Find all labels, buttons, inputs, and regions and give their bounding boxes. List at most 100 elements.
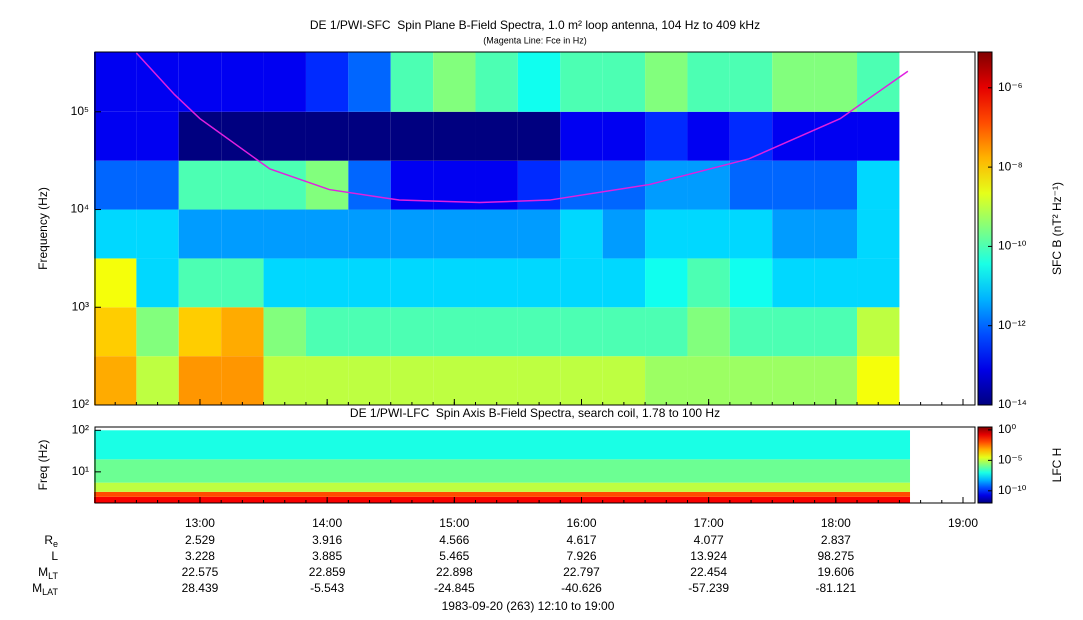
spectrogram-cell <box>857 307 900 357</box>
spectrogram-cell <box>263 356 306 405</box>
spectrogram-cell <box>772 111 815 161</box>
ephemeris-label: MLAT <box>32 581 58 597</box>
spectrogram-cell <box>772 209 815 259</box>
y-tick-label: 10² <box>72 422 89 436</box>
spectrogram-cell <box>687 160 730 210</box>
spectrogram-cell <box>94 491 911 497</box>
colorbar-label: SFC B (nT² Hz⁻¹) <box>1050 182 1064 275</box>
spectrogram-cell <box>772 356 815 405</box>
spectrogram-cell <box>475 356 518 405</box>
spectrogram-cell <box>560 307 603 357</box>
spectrogram-cell <box>94 482 911 492</box>
ephemeris-value: 13.924 <box>690 549 727 563</box>
spectrogram-cell <box>814 356 858 405</box>
spectrogram-cell <box>305 52 349 112</box>
spectrogram-cell <box>263 160 306 210</box>
spectrogram-cell <box>94 430 911 460</box>
panel-subtitle: (Magenta Line: Fce in Hz) <box>483 35 587 45</box>
ephemeris-value: -24.845 <box>434 581 475 595</box>
spectrogram-cell <box>178 111 222 161</box>
ephemeris-value: 5.465 <box>439 549 469 563</box>
spectrogram-cell <box>645 356 688 405</box>
y-tick-label: 10¹ <box>72 464 89 478</box>
ephemeris-label-base: L <box>51 549 58 563</box>
spectrogram-cell <box>94 356 137 405</box>
spectrogram-cell <box>814 258 858 308</box>
spectrogram-cell <box>348 258 391 308</box>
spectrogram-cell <box>857 209 900 259</box>
spectrogram-cell <box>221 111 264 161</box>
spectrogram-cell <box>475 111 518 161</box>
spectrogram-cell <box>560 160 603 210</box>
ephemeris-value: -81.121 <box>815 581 856 595</box>
x-tick-label: 17:00 <box>694 516 724 530</box>
ephemeris-value: 22.797 <box>563 565 600 579</box>
x-tick-label: 19:00 <box>948 516 978 530</box>
spectrogram-cell <box>305 160 349 210</box>
spectrogram-cell <box>390 258 434 308</box>
colorbar <box>977 426 993 504</box>
panel-title: DE 1/PWI-SFC Spin Plane B-Field Spectra,… <box>310 18 760 32</box>
spectrogram-cell <box>390 356 434 405</box>
spectrogram-cell <box>94 160 137 210</box>
spectrogram-cell <box>136 307 179 357</box>
spectrogram-cell <box>602 52 646 112</box>
spectrogram-cell <box>602 209 646 259</box>
spectrogram-cell <box>602 307 646 357</box>
y-tick-label: 10⁴ <box>70 202 89 216</box>
ephemeris-value: 3.228 <box>185 549 215 563</box>
ephemeris-value: 19.606 <box>817 565 854 579</box>
spectrogram-cell <box>136 356 179 405</box>
spectrogram-cell <box>263 111 306 161</box>
ephemeris-value: 2.837 <box>821 533 851 547</box>
spectrogram-cell <box>857 111 900 161</box>
spectrogram-cell <box>348 209 391 259</box>
spectrogram-cell <box>94 52 137 112</box>
spectrogram-cell <box>305 209 349 259</box>
spectrogram-cell <box>560 356 603 405</box>
spectrogram-cell <box>687 52 730 112</box>
ephemeris-value: 4.566 <box>439 533 469 547</box>
spectrogram-cell <box>221 307 264 357</box>
spectrogram-cell <box>560 52 603 112</box>
spectrogram-cell <box>94 496 911 503</box>
spectrogram-cell <box>136 52 179 112</box>
spectrogram-cell <box>814 52 858 112</box>
spectrogram-cell <box>390 307 434 357</box>
spectrogram-cell <box>687 111 730 161</box>
colorbar-tick-label: 10⁻⁶ <box>998 80 1023 94</box>
spectrogram-cell <box>390 160 434 210</box>
ephemeris-label: MLT <box>38 565 58 581</box>
spectrogram-cell <box>178 209 222 259</box>
ephemeris-label-sub: LT <box>48 571 58 581</box>
ephemeris-label: L <box>51 549 58 563</box>
spectrogram-cell <box>390 209 434 259</box>
y-axis-label: Freq (Hz) <box>36 440 50 491</box>
spectrogram-cell <box>602 160 646 210</box>
y-axis-label: Frequency (Hz) <box>36 187 50 270</box>
spectrogram-cell <box>729 307 773 357</box>
spectrogram-cell <box>602 258 646 308</box>
spectrogram-cell <box>729 52 773 112</box>
spectrogram-cell <box>221 356 264 405</box>
spectrogram-cell <box>348 111 391 161</box>
spectrogram-cell <box>814 307 858 357</box>
ephemeris-label-base: M <box>38 565 48 579</box>
ephemeris-label-sub: LAT <box>42 587 58 597</box>
spectrogram-cell <box>305 111 349 161</box>
spectrogram-cell <box>772 258 815 308</box>
spectrogram-cell <box>645 52 688 112</box>
spectrogram-cell <box>390 111 434 161</box>
spectrogram-cell <box>136 258 179 308</box>
spectrogram-cell <box>263 307 306 357</box>
date-label: 1983-09-20 (263) 12:10 to 19:00 <box>442 599 615 613</box>
ephemeris-label-base: R <box>44 533 53 547</box>
spectrogram-cell <box>729 356 773 405</box>
x-tick-label: 15:00 <box>439 516 469 530</box>
spectrogram-cell <box>517 307 561 357</box>
spectrogram-cell <box>772 307 815 357</box>
ephemeris-value: 4.617 <box>566 533 596 547</box>
spectrogram-cell <box>645 111 688 161</box>
spectrogram-cell <box>433 307 476 357</box>
x-tick-label: 13:00 <box>185 516 215 530</box>
